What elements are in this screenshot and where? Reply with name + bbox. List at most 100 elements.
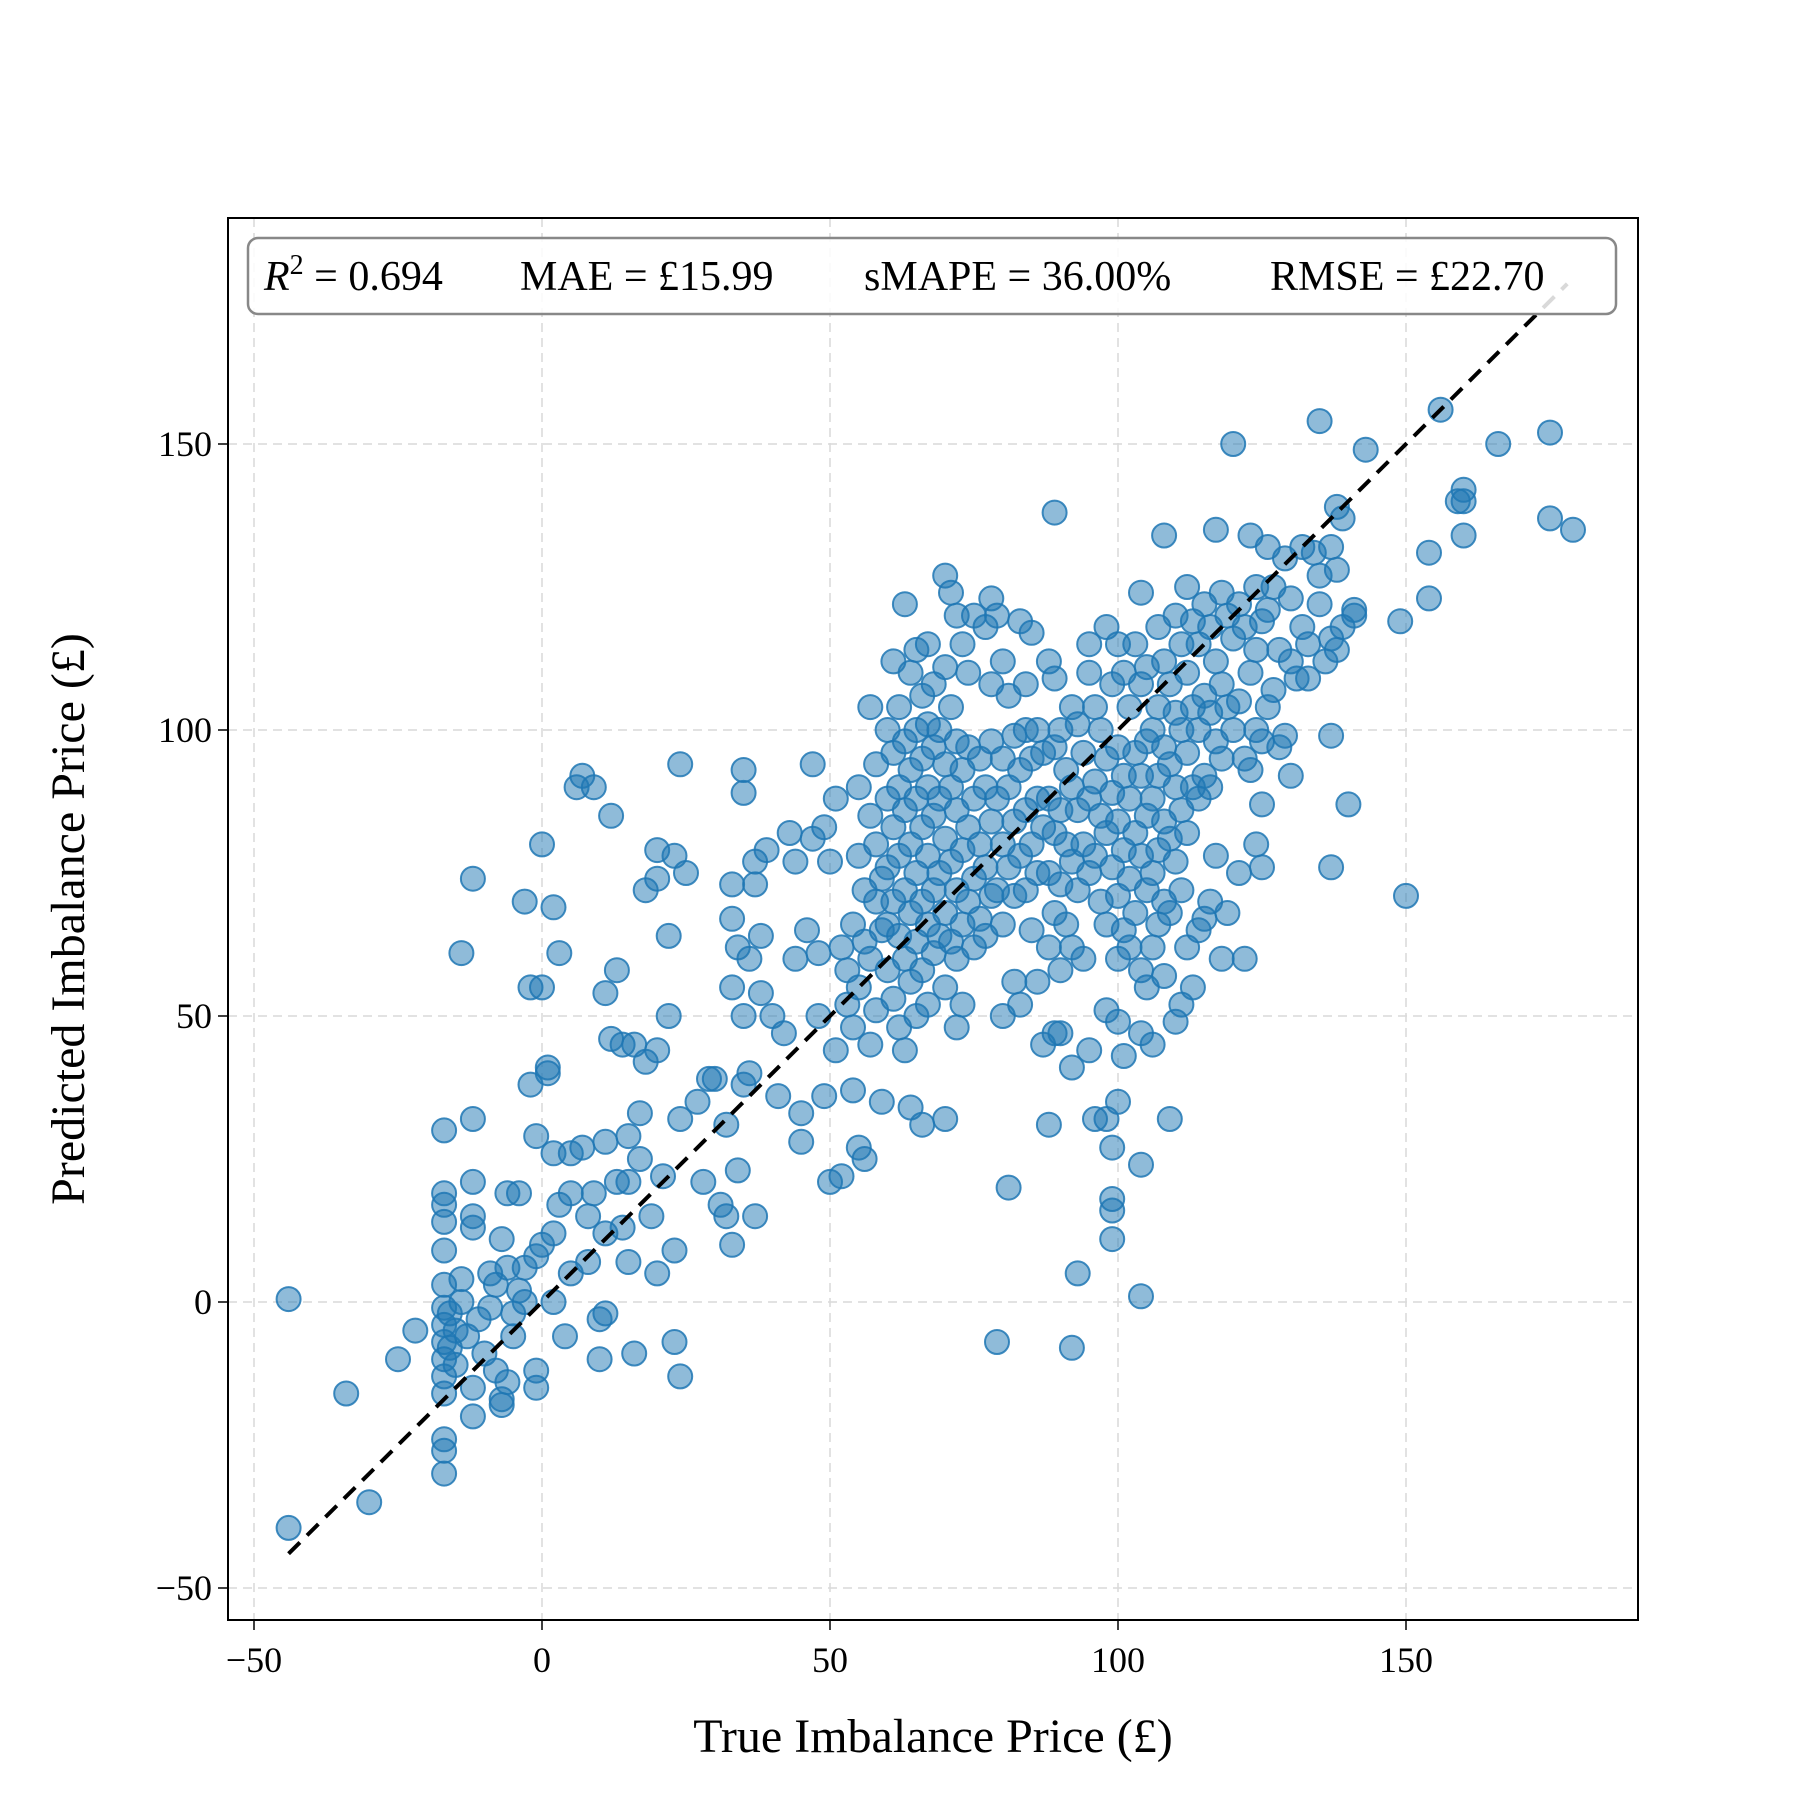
data-point bbox=[989, 911, 1016, 938]
data-point bbox=[1179, 974, 1206, 1001]
data-point bbox=[1174, 659, 1201, 686]
data-point bbox=[1231, 945, 1258, 972]
data-point bbox=[650, 1163, 676, 1190]
data-point bbox=[684, 1088, 711, 1115]
data-point bbox=[1450, 488, 1477, 515]
data-point bbox=[1047, 1020, 1074, 1047]
data-point bbox=[1416, 539, 1442, 566]
data-point bbox=[431, 1117, 458, 1144]
data-point bbox=[638, 1203, 665, 1230]
data-point bbox=[828, 1163, 855, 1190]
data-point bbox=[1202, 516, 1229, 543]
data-point bbox=[1139, 934, 1166, 961]
data-point bbox=[914, 631, 941, 658]
data-point bbox=[1560, 516, 1586, 543]
data-point bbox=[776, 820, 803, 846]
axis-ticks: −50 0 50 100 150 −50 0 50 100 150 bbox=[156, 424, 1433, 1680]
data-point bbox=[742, 1203, 769, 1230]
data-point bbox=[719, 974, 746, 1001]
data-point bbox=[1122, 631, 1149, 658]
data-point bbox=[782, 848, 809, 875]
y-tick-label: 0 bbox=[194, 1282, 212, 1322]
data-point bbox=[529, 974, 555, 1001]
data-point bbox=[788, 1128, 815, 1155]
data-point bbox=[1208, 945, 1235, 972]
y-tick-label: 150 bbox=[158, 424, 212, 464]
r2-symbol: R bbox=[263, 254, 290, 300]
data-point bbox=[822, 785, 849, 812]
data-point bbox=[742, 871, 769, 898]
data-point bbox=[523, 1123, 550, 1150]
data-point bbox=[661, 1329, 688, 1355]
data-point bbox=[1537, 505, 1563, 532]
data-point bbox=[891, 591, 918, 618]
data-point bbox=[719, 871, 746, 898]
data-point bbox=[1058, 1334, 1085, 1361]
data-point bbox=[770, 1020, 797, 1047]
x-tick-label: −50 bbox=[226, 1640, 282, 1680]
data-point bbox=[431, 1208, 458, 1235]
data-point bbox=[1110, 1043, 1137, 1069]
data-point bbox=[511, 888, 538, 915]
data-point bbox=[1352, 436, 1379, 463]
data-point bbox=[1139, 785, 1166, 812]
data-point bbox=[1220, 431, 1247, 457]
data-point bbox=[828, 934, 855, 961]
data-point bbox=[540, 894, 567, 921]
data-point bbox=[586, 1346, 613, 1373]
data-point bbox=[1202, 842, 1229, 869]
data-point bbox=[459, 1168, 486, 1195]
data-point bbox=[1116, 694, 1143, 721]
data-point bbox=[736, 945, 763, 972]
data-point bbox=[701, 1065, 728, 1092]
data-point bbox=[592, 1128, 619, 1155]
data-point bbox=[857, 1031, 884, 1058]
data-point bbox=[1237, 659, 1264, 686]
data-point bbox=[984, 602, 1010, 629]
data-point bbox=[1197, 774, 1224, 801]
data-point bbox=[713, 1203, 740, 1230]
data-point bbox=[1035, 934, 1062, 961]
data-point bbox=[1226, 688, 1252, 715]
data-point bbox=[1202, 648, 1229, 675]
data-point bbox=[880, 985, 907, 1012]
data-point bbox=[534, 1060, 561, 1087]
data-point bbox=[615, 1123, 642, 1150]
data-point bbox=[661, 1237, 688, 1264]
stats-box-frame bbox=[246, 236, 1618, 316]
data-point bbox=[1035, 1111, 1062, 1138]
data-points bbox=[275, 396, 1586, 1541]
data-point bbox=[655, 922, 682, 949]
data-point bbox=[1012, 671, 1039, 698]
data-point bbox=[747, 980, 774, 1007]
data-point bbox=[1070, 945, 1097, 972]
data-point bbox=[1007, 991, 1034, 1018]
data-point bbox=[459, 1374, 486, 1401]
data-point bbox=[1139, 1031, 1166, 1058]
data-point bbox=[575, 1249, 602, 1275]
data-point bbox=[1105, 1088, 1131, 1115]
data-point bbox=[540, 1289, 567, 1315]
data-point bbox=[914, 991, 941, 1018]
data-point bbox=[442, 1351, 469, 1378]
data-point bbox=[724, 1157, 751, 1184]
data-point bbox=[730, 757, 757, 783]
data-point bbox=[868, 1088, 895, 1115]
data-point bbox=[1243, 831, 1270, 858]
data-point bbox=[1099, 1186, 1126, 1212]
data-point bbox=[811, 1083, 838, 1110]
data-point bbox=[1041, 499, 1068, 526]
data-point bbox=[730, 1003, 757, 1029]
data-point bbox=[943, 1014, 970, 1041]
data-point bbox=[719, 1231, 746, 1258]
data-point bbox=[1254, 596, 1281, 623]
data-point bbox=[909, 1111, 936, 1138]
data-point bbox=[966, 831, 993, 858]
stats-text: R2 = 0.694 MAE = £15.99 sMAPE = 36.00% R… bbox=[263, 250, 1545, 300]
data-point bbox=[1087, 717, 1114, 743]
y-tick-label: 100 bbox=[158, 710, 212, 750]
data-point bbox=[275, 1286, 302, 1313]
data-point bbox=[794, 917, 820, 944]
data-point bbox=[1041, 665, 1068, 692]
data-point bbox=[506, 1180, 532, 1207]
